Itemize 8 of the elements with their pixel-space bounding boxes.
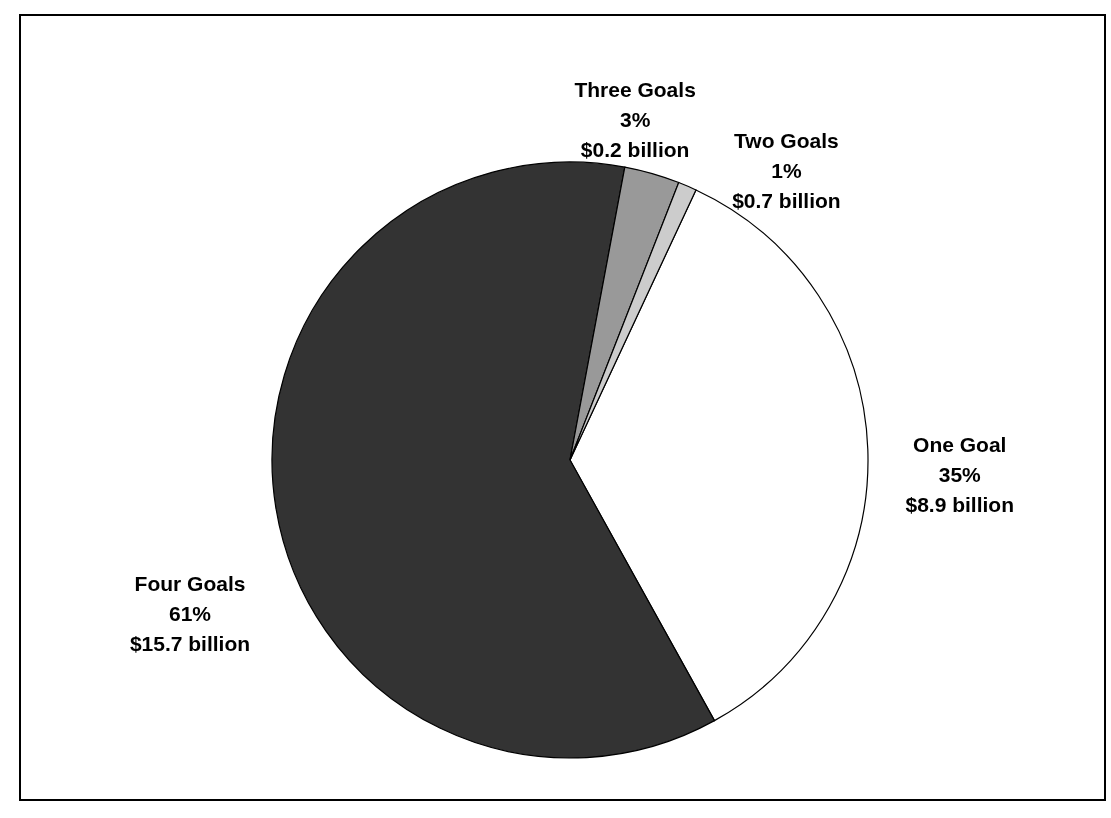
slice-label: Two Goals [734, 128, 839, 152]
data-label: 35% $8.9 billion [905, 463, 1015, 517]
slice-label: One Goal [913, 433, 1007, 457]
slice-label: Three Goals [574, 77, 696, 101]
data-label: 3% $0.2 billion [580, 107, 690, 161]
slice-label: Four Goals [134, 571, 246, 595]
data-label: 61% $15.7 billion [129, 601, 251, 655]
data-label: 1% $0.7 billion [732, 158, 841, 212]
